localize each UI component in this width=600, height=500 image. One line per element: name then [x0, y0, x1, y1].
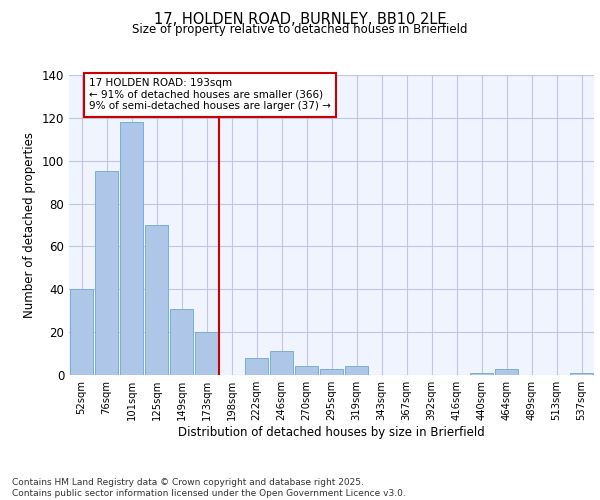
Bar [245, 358, 268, 375]
Text: 17, HOLDEN ROAD, BURNLEY, BB10 2LE: 17, HOLDEN ROAD, BURNLEY, BB10 2LE [154, 12, 446, 28]
Text: Contains HM Land Registry data © Crown copyright and database right 2025.
Contai: Contains HM Land Registry data © Crown c… [12, 478, 406, 498]
Bar [295, 366, 318, 375]
Bar [170, 308, 193, 375]
Y-axis label: Number of detached properties: Number of detached properties [23, 132, 36, 318]
Bar [195, 332, 218, 375]
Bar [120, 122, 143, 375]
Text: 17 HOLDEN ROAD: 193sqm
← 91% of detached houses are smaller (366)
9% of semi-det: 17 HOLDEN ROAD: 193sqm ← 91% of detached… [89, 78, 331, 112]
Bar [70, 290, 93, 375]
Text: Size of property relative to detached houses in Brierfield: Size of property relative to detached ho… [132, 22, 468, 36]
Bar [495, 368, 518, 375]
Bar [345, 366, 368, 375]
Bar [470, 373, 493, 375]
X-axis label: Distribution of detached houses by size in Brierfield: Distribution of detached houses by size … [178, 426, 485, 439]
Bar [270, 352, 293, 375]
Bar [320, 368, 343, 375]
Bar [95, 172, 118, 375]
Bar [570, 373, 593, 375]
Bar [145, 225, 168, 375]
